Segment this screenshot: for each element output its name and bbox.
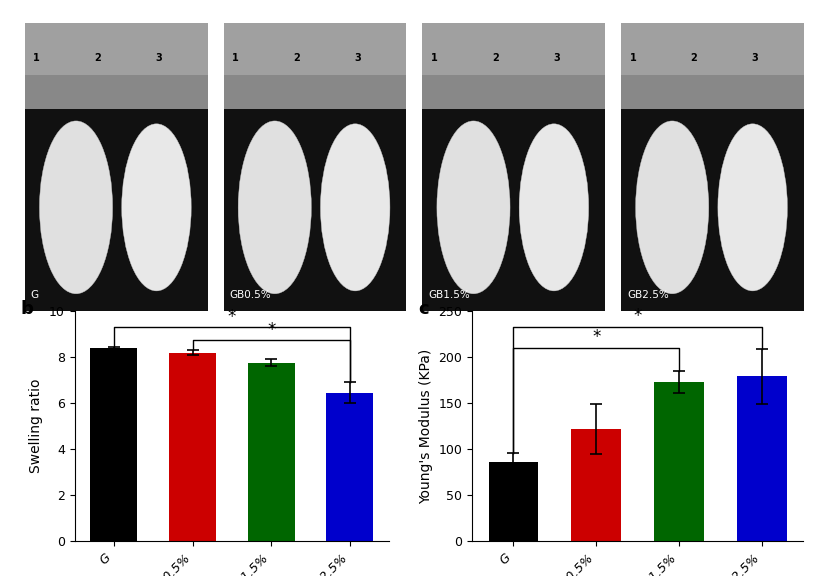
Bar (169, 353, 216, 541)
Text: 1: 1 (33, 52, 40, 63)
Text: G: G (31, 290, 39, 300)
Bar (620, 23, 803, 311)
Bar (223, 23, 406, 311)
Ellipse shape (717, 124, 786, 291)
Text: b: b (21, 300, 34, 317)
Bar (247, 363, 294, 541)
Bar (488, 462, 538, 541)
Text: 1: 1 (232, 52, 238, 63)
Bar (571, 429, 620, 541)
Text: *: * (591, 328, 600, 346)
Ellipse shape (238, 121, 311, 294)
Text: 3: 3 (552, 52, 559, 63)
Y-axis label: Young's Modulus (KPa): Young's Modulus (KPa) (418, 348, 433, 504)
Text: 3: 3 (155, 52, 162, 63)
Bar (223, 23, 406, 109)
Ellipse shape (437, 121, 509, 294)
Bar (653, 382, 703, 541)
Text: 1: 1 (430, 52, 437, 63)
Text: *: * (266, 321, 275, 339)
Ellipse shape (635, 121, 708, 294)
Bar (90, 348, 137, 541)
Text: c: c (418, 300, 428, 317)
Bar (25, 23, 208, 311)
Ellipse shape (40, 121, 112, 294)
Text: 2: 2 (293, 52, 299, 63)
Ellipse shape (320, 124, 390, 291)
Text: GB0.5%: GB0.5% (229, 290, 270, 300)
Text: 2: 2 (690, 52, 696, 63)
Ellipse shape (519, 124, 588, 291)
Bar (326, 393, 373, 541)
Text: 2: 2 (491, 52, 498, 63)
Bar (620, 23, 803, 109)
Text: 2: 2 (94, 52, 101, 63)
Bar (422, 75, 605, 109)
Bar (422, 23, 605, 311)
Bar (736, 377, 786, 541)
Bar (620, 75, 803, 109)
Text: 1: 1 (629, 52, 635, 63)
Text: *: * (227, 308, 236, 326)
Text: 3: 3 (354, 52, 361, 63)
Text: GB2.5%: GB2.5% (626, 290, 668, 300)
Bar (422, 23, 605, 109)
Bar (25, 75, 208, 109)
Y-axis label: Swelling ratio: Swelling ratio (29, 379, 43, 473)
Text: *: * (633, 307, 641, 325)
Bar (25, 23, 208, 109)
Ellipse shape (122, 124, 191, 291)
Text: 3: 3 (751, 52, 758, 63)
Bar (223, 75, 406, 109)
Text: GB1.5%: GB1.5% (428, 290, 470, 300)
